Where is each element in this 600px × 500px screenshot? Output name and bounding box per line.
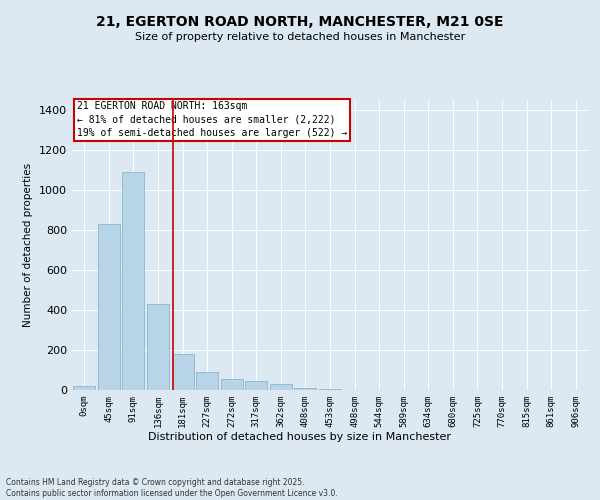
Bar [98,224,120,390]
Bar [221,379,243,390]
Bar [196,372,218,390]
Text: 21, EGERTON ROAD NORTH, MANCHESTER, M21 0SE: 21, EGERTON ROAD NORTH, MANCHESTER, M21 … [96,15,504,29]
Bar [245,381,268,390]
Bar [147,304,169,390]
Bar [172,354,194,390]
Bar [73,386,95,390]
Text: Distribution of detached houses by size in Manchester: Distribution of detached houses by size … [149,432,452,442]
Text: 21 EGERTON ROAD NORTH: 163sqm
← 81% of detached houses are smaller (2,222)
19% o: 21 EGERTON ROAD NORTH: 163sqm ← 81% of d… [77,102,347,138]
Bar [270,384,292,390]
Bar [295,388,316,390]
Bar [319,389,341,390]
Bar [122,172,145,390]
Y-axis label: Number of detached properties: Number of detached properties [23,163,34,327]
Text: Size of property relative to detached houses in Manchester: Size of property relative to detached ho… [135,32,465,42]
Text: Contains HM Land Registry data © Crown copyright and database right 2025.
Contai: Contains HM Land Registry data © Crown c… [6,478,338,498]
